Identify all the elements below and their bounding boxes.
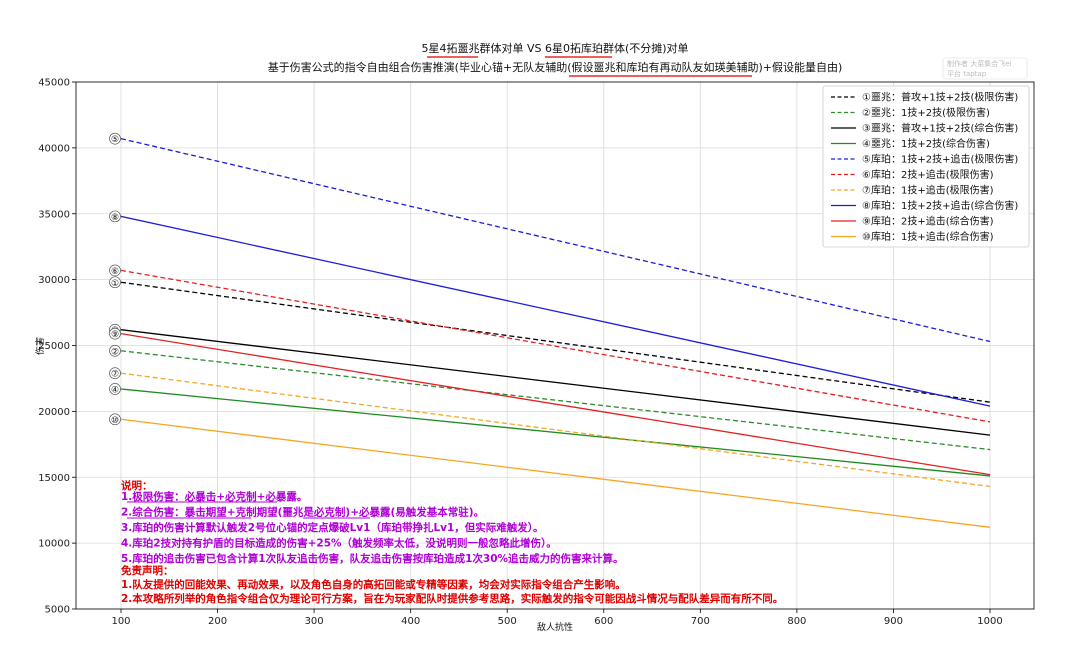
- y-tick-label: 30000: [38, 275, 70, 286]
- chart-title: 5星4拓噩兆群体对单 VS 6星0拓库珀群体(不分摊)对单: [421, 41, 688, 55]
- series-marker-circle-5: [109, 132, 121, 145]
- legend-entry-7: ⑦库珀：1技+追击(极限伤害): [862, 184, 994, 197]
- note-line-5: 5.库珀的追击伤害已包含计算1次队友追击伤害，队友追击伤害按库珀造成1次30%追…: [121, 552, 624, 565]
- legend-entry-6: ⑥库珀：2技+追击(极限伤害): [862, 168, 994, 181]
- legend-entry-9: ⑨库珀：2技+追击(综合伤害): [862, 215, 994, 228]
- series-line-2: [120, 350, 991, 451]
- disclaimer-heading: 免责声明：: [121, 564, 174, 577]
- series-marker-label-1: ①: [111, 279, 119, 289]
- series-line-10: [120, 418, 991, 528]
- x-tick-label: 200: [208, 616, 227, 627]
- x-tick-label: 400: [401, 616, 420, 627]
- series-marker-label-8: ⑧: [111, 213, 119, 223]
- series-line-1: [120, 281, 991, 403]
- x-tick-label: 700: [691, 616, 710, 627]
- watermark-box: [942, 57, 1028, 80]
- series-line-3: [120, 329, 991, 436]
- note-line-1: 1.极限伤害：必暴击+必克制+必暴露。: [121, 490, 307, 503]
- series-line-6: [120, 269, 991, 423]
- series-line-7: [120, 372, 991, 488]
- series-line-8: [120, 215, 991, 407]
- x-tick-label: 1000: [977, 616, 1002, 627]
- series-marker-label-10: ⑩: [111, 416, 119, 426]
- x-tick-label: 900: [884, 616, 903, 627]
- series-marker-circle-9: [109, 327, 121, 340]
- notes-block: 说明： 1.极限伤害：必暴击+必克制+必暴露。 2.综合伤害：暴击期望+克制期望(…: [121, 479, 783, 605]
- y-tick-label: 5000: [45, 605, 70, 616]
- note-line-2: 2.综合伤害：暴击期望+克制期望(噩兆是必克制)+必暴露(易触发基本常驻)。: [121, 506, 484, 519]
- series-marker-circle-1: [109, 276, 121, 289]
- disclaimer-line-1: 1.队友提供的回能效果、再动效果，以及角色自身的高拓回能或专精等因素，均会对实际…: [121, 578, 626, 591]
- series-marker-circle-2: [109, 344, 121, 357]
- series-marker-circle-6: [109, 264, 121, 277]
- watermark-platform: 平台 taptap: [947, 69, 987, 78]
- disclaimer-line-2: 2.本攻略所列举的角色指令组合仅为理论可行方案，旨在为玩家配队时提供参考思路，实…: [121, 592, 783, 605]
- y-tick-label: 45000: [38, 78, 70, 89]
- y-tick-label: 10000: [38, 539, 70, 550]
- series-marker-label-2: ②: [111, 347, 119, 357]
- legend-entry-2: ②噩兆：1技+2技(极限伤害): [862, 106, 990, 119]
- series-line-4: [120, 388, 991, 477]
- y-tick-label: 35000: [38, 209, 70, 220]
- series-marker-label-6: ⑥: [111, 267, 119, 277]
- series-marker-circle-8: [109, 210, 121, 223]
- x-ticks: 100 200 300 400 500 600 700 800 900 1000: [111, 609, 1003, 627]
- note-line-4: 4.库珀2技对持有护盾的目标造成的伤害+25%（触发频率太低，没说明则一般忽略此…: [121, 537, 557, 550]
- series-marker-label-7: ⑦: [111, 370, 119, 380]
- x-tick-label: 300: [305, 616, 324, 627]
- legend-entry-3: ③噩兆：普攻+1技+2技(综合伤害): [862, 122, 1018, 135]
- series-marker-circle-7: [109, 367, 121, 379]
- legend-entry-1: ①噩兆：普攻+1技+2技(极限伤害): [862, 91, 1018, 104]
- chart-subtitle: 基于伤害公式的指令自由组合伤害推演(毕业心锚+无队友辅助(假设噩兆和库珀有再动队…: [268, 60, 843, 74]
- series-line-5: [120, 138, 991, 343]
- y-axis-label: 伤害: [34, 337, 46, 355]
- legend-box: [822, 85, 1030, 248]
- x-tick-label: 800: [787, 616, 806, 627]
- notes-heading: 说明：: [121, 479, 153, 492]
- watermark-author: 制作者 大菜集合飞ei: [947, 59, 1012, 68]
- series-marker-label-9: ⑨: [111, 330, 119, 340]
- series-markers: ①②③④⑤⑥⑦⑧⑨⑩: [109, 132, 121, 426]
- watermark: 制作者 大菜集合飞ei 平台 taptap: [942, 57, 1028, 80]
- x-tick-label: 500: [498, 616, 517, 627]
- y-tick-label: 20000: [38, 407, 70, 418]
- x-axis-label: 敌人抗性: [537, 621, 573, 633]
- legend-entry-5: ⑤库珀：1技+2技+追击(极限伤害): [862, 153, 1018, 166]
- legend-entry-8: ⑧库珀：1技+2技+追击(综合伤害): [862, 199, 1018, 212]
- legend: ①噩兆：普攻+1技+2技(极限伤害) ②噩兆：1技+2技(极限伤害) ③噩兆：普攻+…: [822, 85, 1030, 248]
- series-line-9: [120, 333, 991, 476]
- legend-entry-4: ④噩兆：1技+2技(综合伤害): [862, 137, 990, 150]
- series-marker-circle-10: [109, 413, 121, 426]
- series-marker-label-5: ⑤: [111, 135, 119, 145]
- series-marker-label-4: ④: [111, 385, 119, 395]
- series-marker-circle-4: [109, 383, 121, 395]
- y-ticks: 5000 10000 15000 20000 25000 30000 35000 40000 4…: [38, 78, 76, 616]
- y-tick-label: 15000: [38, 473, 70, 484]
- series-lines: [120, 138, 991, 528]
- y-tick-label: 25000: [38, 341, 70, 352]
- y-tick-label: 40000: [38, 143, 70, 154]
- x-tick-label: 600: [594, 616, 613, 627]
- note-line-3: 3.库珀的伤害计算默认触发2号位心锚的定点爆破Lv1（库珀带挣扎Lv1，但实际难…: [121, 521, 544, 534]
- x-tick-label: 100: [111, 616, 130, 627]
- legend-entry-10: ⑩库珀：1技+追击(综合伤害): [862, 230, 994, 243]
